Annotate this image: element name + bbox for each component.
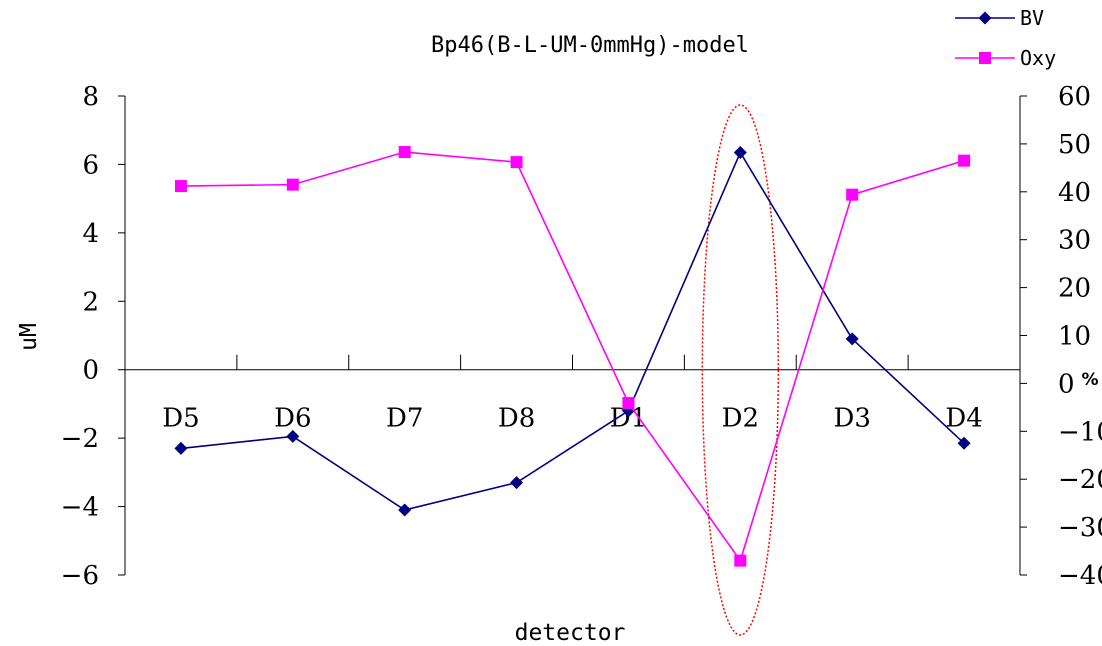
x-tick-label: D7 (386, 404, 423, 434)
y2-axis-label: % (1081, 370, 1098, 390)
right-tick-label: −10 (1058, 417, 1102, 447)
axes: −6−4−202468−40−30−20−100102030405060D5D6… (61, 82, 1102, 591)
right-tick-label: −30 (1058, 513, 1102, 543)
data-point-oxy (958, 154, 971, 167)
right-tick-label: −20 (1058, 465, 1102, 495)
x-axis-label: detector (515, 620, 626, 646)
legend-marker-bv (978, 11, 992, 25)
left-tick-label: 2 (82, 287, 99, 317)
data-point-oxy (510, 156, 523, 169)
data-point-bv (845, 332, 859, 346)
x-tick-label: D2 (722, 404, 759, 434)
highlight-layer (701, 104, 780, 636)
y-axis-label: uM (16, 323, 42, 351)
left-tick-label: −4 (61, 493, 99, 523)
x-tick-label: D6 (274, 404, 311, 434)
right-tick-label: 20 (1058, 274, 1091, 304)
series-line-bv (180, 150, 965, 511)
right-tick-label: 50 (1058, 130, 1091, 160)
legend-marker-oxy (979, 52, 991, 64)
x-tick-label: D3 (833, 404, 870, 434)
data-point-oxy (622, 397, 635, 410)
left-tick-label: 8 (82, 82, 99, 112)
highlight-ellipse (701, 104, 780, 636)
series-line-oxy (180, 151, 965, 563)
data-point-bv (957, 436, 971, 450)
chart-title: Bp46(B-L-UM-0mmHg)-model (431, 33, 749, 58)
left-tick-label: −2 (61, 424, 99, 454)
right-tick-label: 0 (1058, 369, 1075, 399)
right-tick-label: 30 (1058, 226, 1091, 256)
data-point-oxy (174, 180, 187, 193)
left-tick-label: 6 (82, 150, 99, 180)
legend-label-bv: BV (1020, 6, 1044, 30)
left-tick-label: 4 (82, 219, 99, 249)
data-point-oxy (286, 178, 299, 191)
data-point-bv (733, 145, 747, 159)
legend: BV Oxy (955, 6, 1056, 70)
data-point-oxy (734, 554, 747, 567)
data-point-bv (510, 476, 524, 490)
data-point-bv (398, 503, 412, 517)
right-tick-label: 60 (1058, 82, 1091, 112)
x-tick-label: D5 (162, 404, 199, 434)
right-tick-label: 40 (1058, 178, 1091, 208)
left-tick-label: −6 (61, 561, 99, 591)
left-tick-label: 0 (82, 356, 99, 386)
data-point-bv (174, 441, 188, 455)
data-point-oxy (398, 146, 411, 159)
right-tick-label: −40 (1058, 561, 1102, 591)
x-tick-label: D8 (498, 404, 535, 434)
right-tick-label: 10 (1058, 322, 1091, 352)
data-point-oxy (846, 188, 859, 201)
x-tick-label: D4 (945, 404, 982, 434)
data-point-bv (286, 429, 300, 443)
series-layer (174, 145, 971, 567)
legend-label-oxy: Oxy (1020, 46, 1056, 70)
